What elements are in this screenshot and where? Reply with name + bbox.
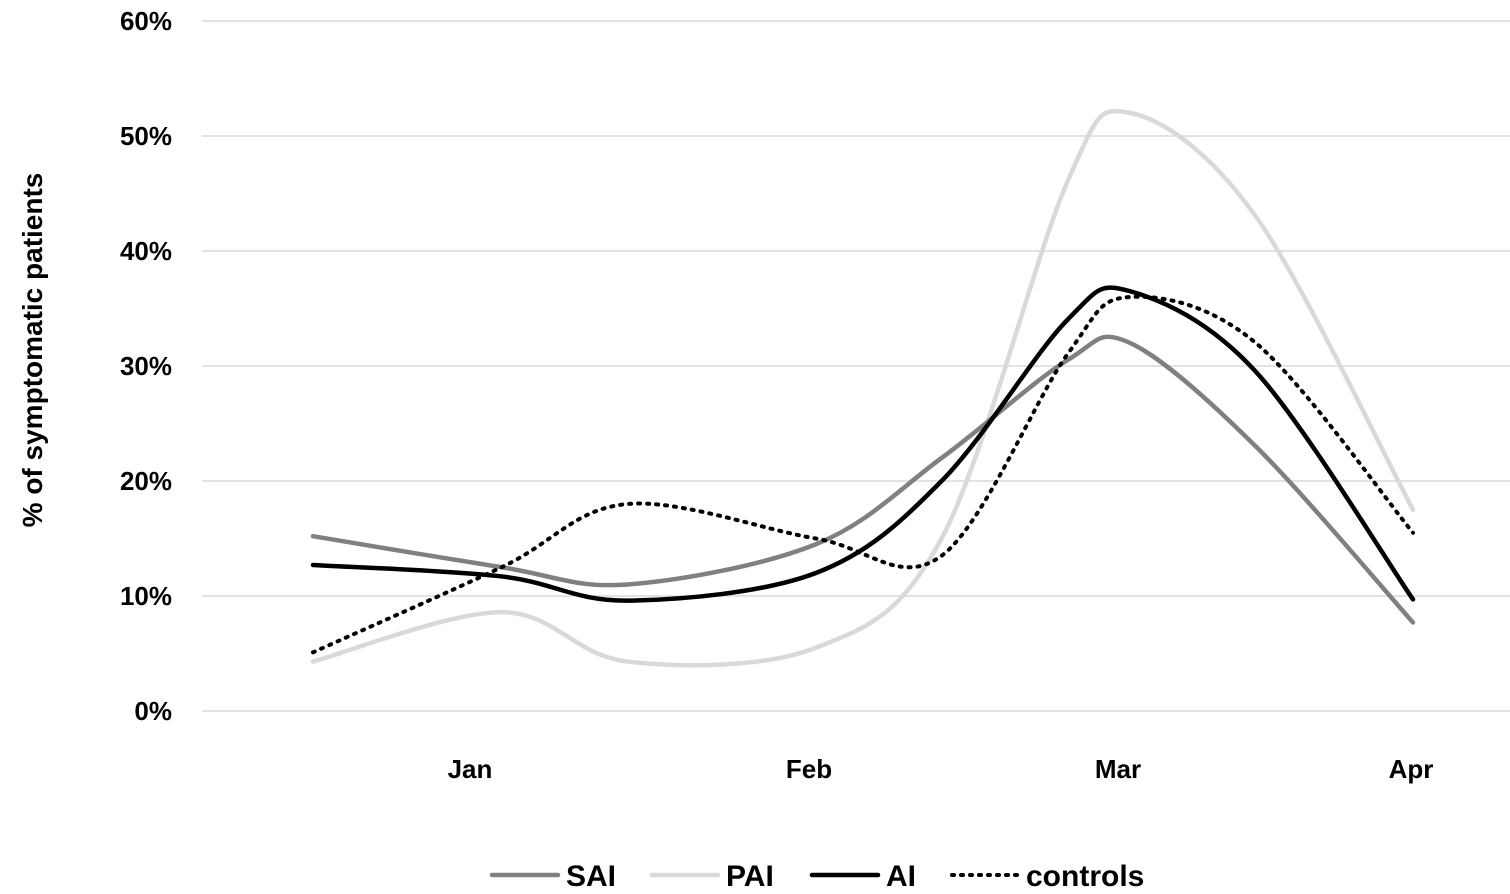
y-tick-label: 40%: [120, 236, 172, 266]
y-tick-label: 50%: [120, 121, 172, 151]
legend-label-sai: SAI: [566, 860, 616, 893]
y-tick-labels: 0% 10% 20% 30% 40% 50% 60%: [120, 6, 172, 726]
legend: SAI PAI AI controls: [489, 860, 1144, 893]
y-tick-label: 10%: [120, 581, 172, 611]
gridlines: [202, 20, 1510, 712]
y-tick-label: 30%: [120, 351, 172, 381]
x-tick-labels: Jan Feb Mar Apr: [448, 754, 1434, 784]
series-line-sai: [310, 334, 1416, 625]
y-tick-label: 20%: [120, 466, 172, 496]
x-tick-label: Feb: [786, 754, 832, 784]
y-axis-label: % of symptomatic patients: [17, 173, 48, 528]
series-line-controls: [311, 294, 1415, 655]
legend-label-controls: controls: [1026, 860, 1144, 893]
series-lines: [310, 108, 1416, 668]
series-line-pai: [310, 108, 1416, 668]
legend-label-pai: PAI: [726, 860, 774, 893]
x-tick-label: Apr: [1389, 754, 1434, 784]
x-tick-label: Mar: [1095, 754, 1141, 784]
x-tick-label: Jan: [448, 754, 493, 784]
y-tick-label: 0%: [134, 696, 172, 726]
legend-label-ai: AI: [886, 860, 916, 893]
y-tick-label: 60%: [120, 6, 172, 36]
series-line-ai: [310, 285, 1416, 603]
